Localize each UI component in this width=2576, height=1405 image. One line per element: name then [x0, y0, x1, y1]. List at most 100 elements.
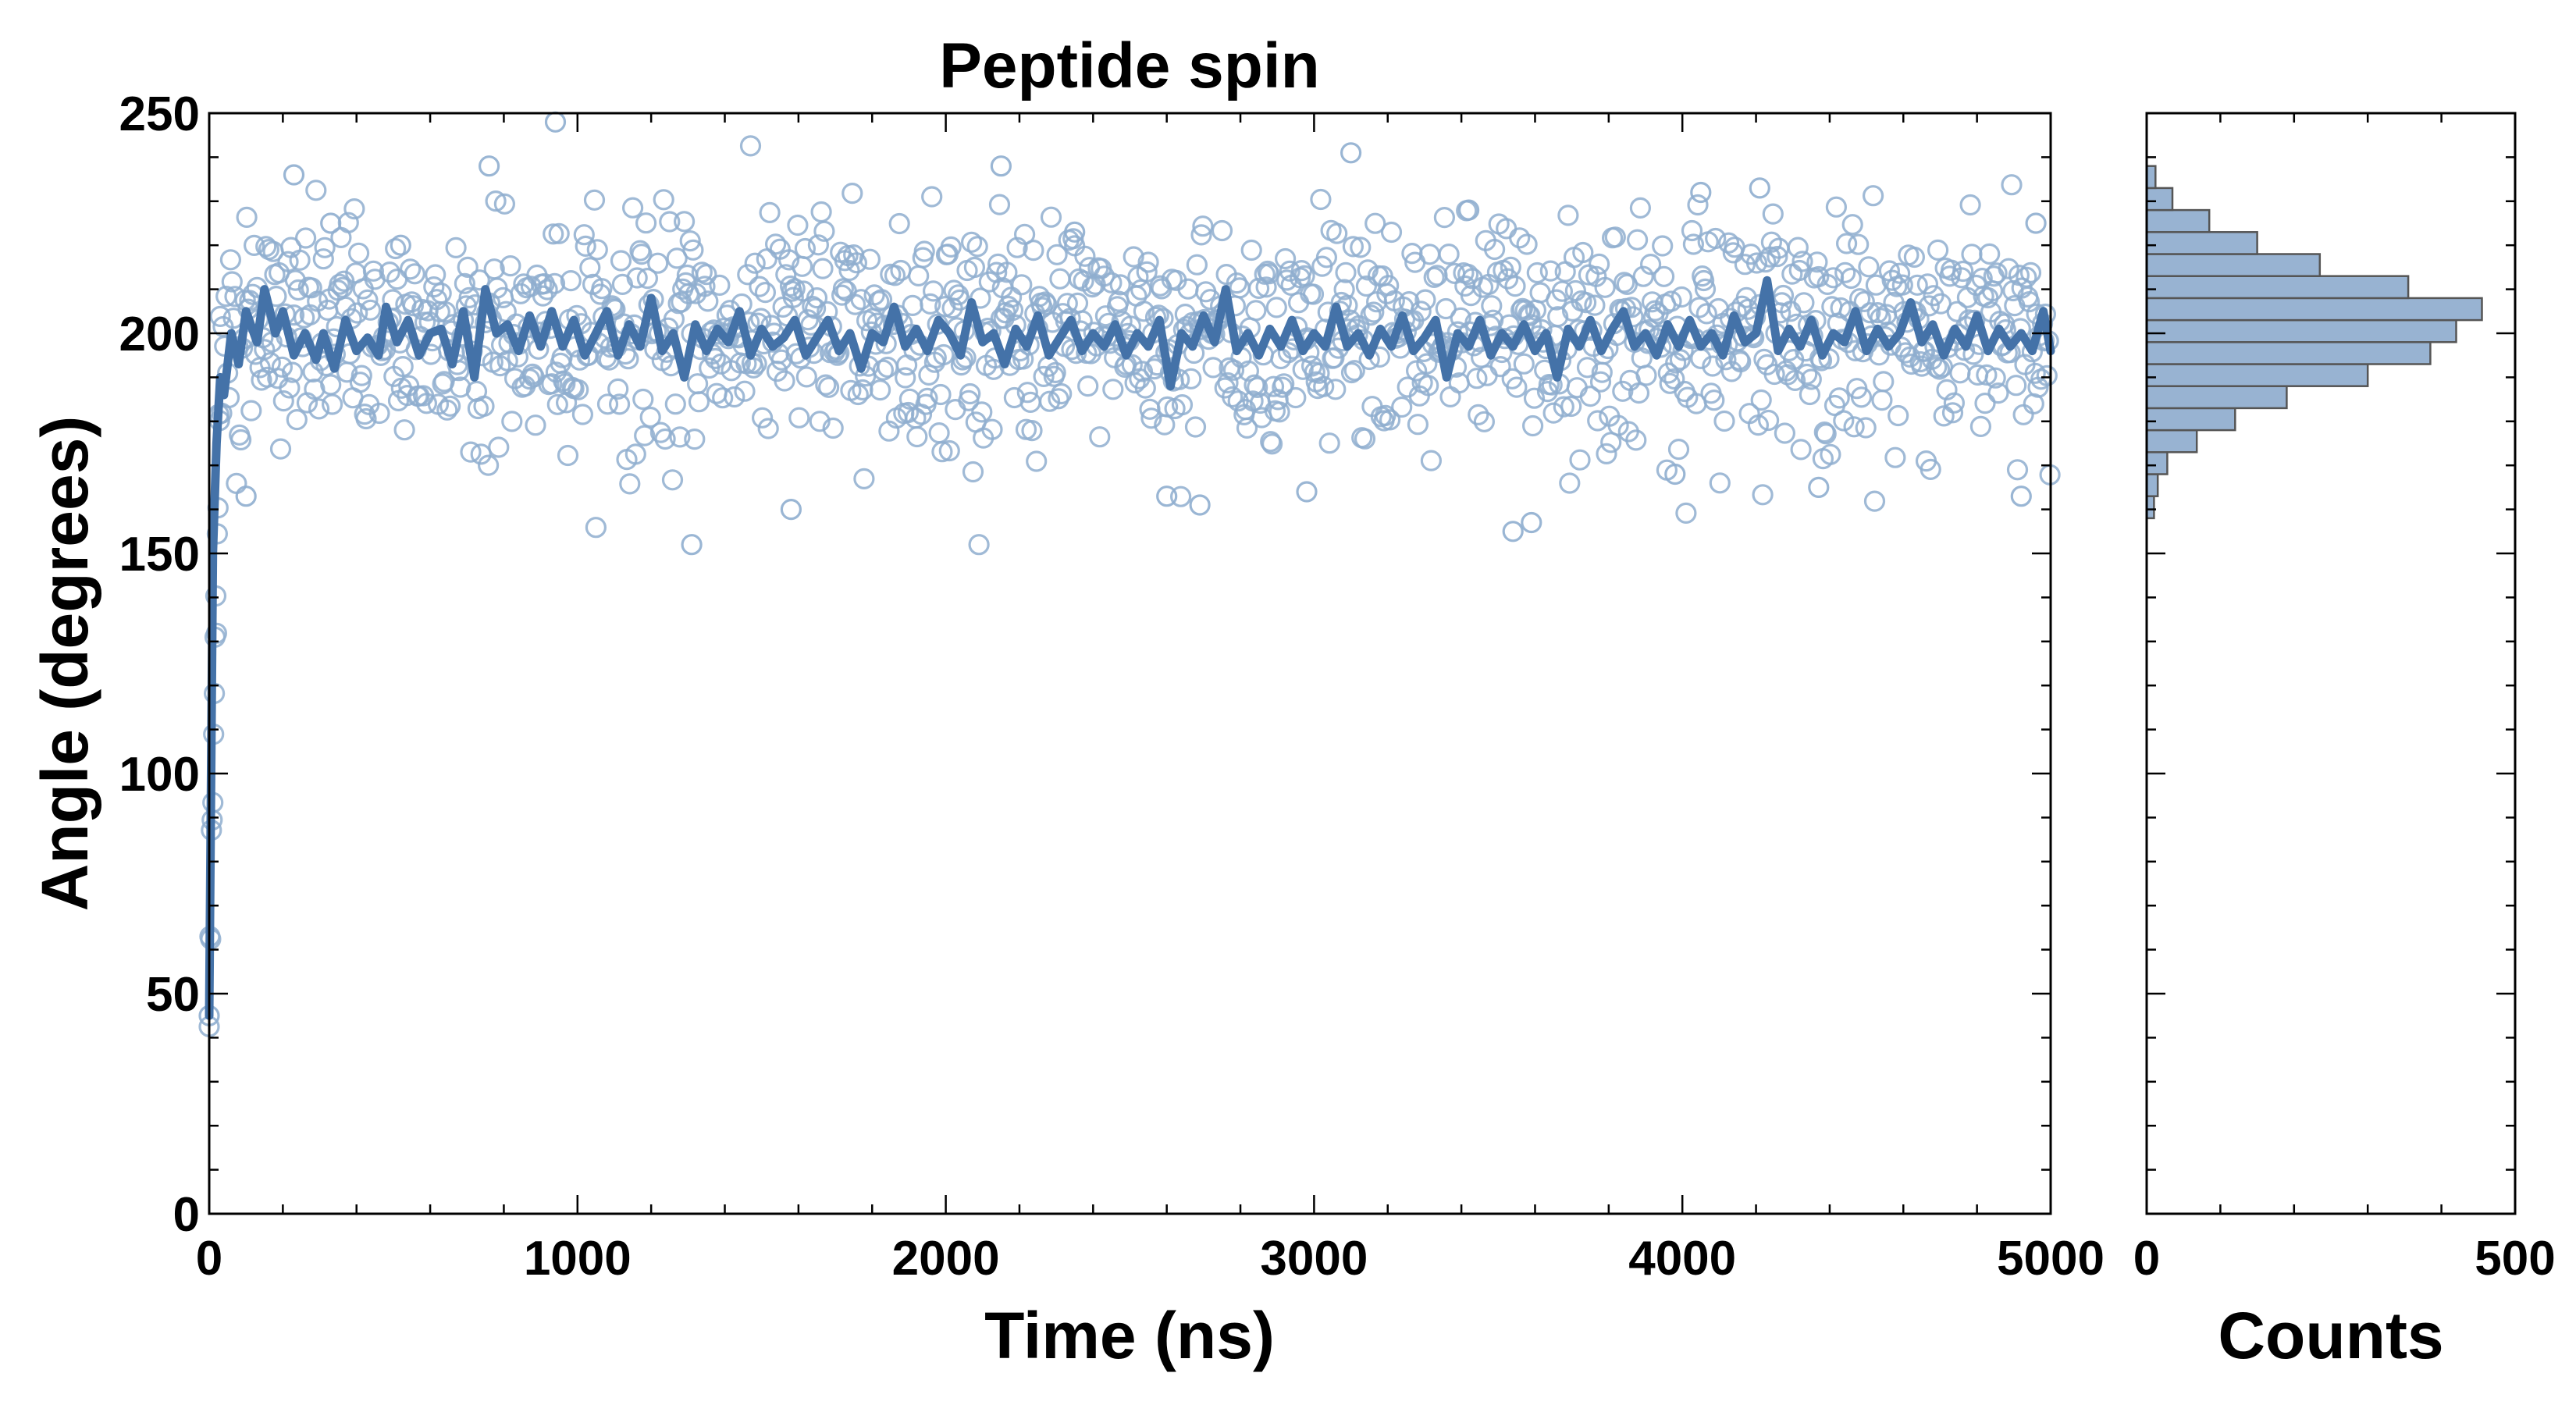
- scatter-point: [1747, 414, 1769, 436]
- scatter-point: [1682, 233, 1704, 255]
- scatter-point: [240, 400, 262, 422]
- scatter-point: [435, 301, 457, 323]
- scatter-point: [314, 237, 336, 258]
- scatter-point: [815, 374, 837, 396]
- histogram-bar: [2145, 407, 2236, 432]
- scatter-point: [807, 234, 830, 256]
- scatter-point: [1237, 360, 1260, 382]
- scatter-point: [277, 251, 299, 272]
- scatter-point: [1589, 253, 1610, 275]
- scatter-point: [1279, 260, 1300, 282]
- scatter-point: [2010, 486, 2032, 507]
- scatter-point: [1539, 260, 1561, 282]
- scatter-point: [230, 429, 252, 451]
- scatter-point: [933, 343, 955, 366]
- scatter-point: [1553, 396, 1574, 418]
- scatter-point: [1695, 303, 1717, 325]
- scatter-point: [1274, 247, 1297, 270]
- scatter-point: [1354, 428, 1376, 450]
- scatter-point: [850, 289, 872, 311]
- scatter-point: [548, 222, 570, 244]
- scatter-point: [1192, 215, 1214, 237]
- scatter-point: [810, 201, 832, 223]
- scatter-point: [607, 378, 629, 400]
- scatter-points: [198, 111, 2061, 1037]
- scatter-point: [1850, 386, 1873, 408]
- scatter-point: [1663, 368, 1685, 390]
- scatter-point: [1247, 277, 1270, 299]
- scatter-point: [1906, 274, 1928, 296]
- scatter-point: [1843, 416, 1865, 438]
- scatter-point: [1749, 177, 1770, 199]
- scatter-point: [543, 272, 566, 294]
- scatter-point: [348, 242, 370, 264]
- scatter-point: [501, 411, 523, 432]
- scatter-point: [1926, 356, 1948, 379]
- scatter-point: [500, 255, 521, 277]
- scatter-point: [918, 364, 940, 386]
- scatter-point: [1901, 353, 1923, 375]
- scatter-point: [320, 374, 342, 396]
- scatter-point: [1516, 233, 1538, 255]
- scatter-point: [1240, 239, 1262, 261]
- scatter-point: [1664, 463, 1686, 486]
- scatter-point: [544, 111, 567, 133]
- scatter-point: [279, 377, 301, 399]
- scatter-point: [1489, 356, 1511, 378]
- scatter-point: [1853, 290, 1875, 312]
- scatter-point: [959, 382, 981, 405]
- scatter-point: [1841, 214, 1863, 236]
- scatter-point: [1687, 194, 1709, 216]
- scatter-point: [282, 361, 304, 383]
- scatter-point: [1038, 390, 1061, 412]
- scatter-point: [983, 358, 1005, 380]
- scatter-point: [583, 189, 606, 211]
- scatter-point: [1604, 226, 1626, 248]
- scatter-point: [709, 274, 731, 296]
- scatter-point: [996, 261, 1018, 283]
- scatter-point: [1310, 188, 1332, 211]
- scatter-point: [1891, 274, 1913, 296]
- scatter-point: [1640, 254, 1662, 276]
- scatter-point: [1836, 233, 1858, 254]
- histogram-bar: [2145, 208, 2211, 233]
- scatter-point: [621, 197, 644, 219]
- histogram-bar: [2145, 165, 2157, 190]
- scatter-point: [1976, 364, 1998, 386]
- scatter-point: [1124, 372, 1146, 394]
- scatter-point: [669, 426, 691, 448]
- scatter-point: [1559, 472, 1581, 494]
- scatter-point: [1660, 290, 1682, 312]
- histogram-bars: [2145, 165, 2483, 520]
- scatter-point: [439, 395, 461, 417]
- scatter-point: [757, 418, 779, 439]
- scatter-point: [1261, 433, 1283, 455]
- scatter-point: [624, 443, 646, 465]
- scatter-point: [1315, 247, 1338, 269]
- scatter-point: [1483, 238, 1506, 261]
- scatter-point: [682, 239, 704, 261]
- scatter-point: [1184, 416, 1207, 438]
- scatter-point: [1705, 227, 1727, 250]
- scatter-point: [1016, 382, 1038, 404]
- scatter-point: [1391, 396, 1413, 418]
- scatter-point: [1325, 379, 1347, 400]
- scatter-point: [357, 289, 379, 311]
- scatter-point: [1928, 358, 1951, 380]
- scatter-point: [1093, 265, 1115, 287]
- scatter-point: [454, 272, 476, 294]
- scatter-point: [1969, 415, 1991, 438]
- scatter-point: [788, 407, 810, 429]
- scatter-point: [485, 190, 507, 212]
- y-tick-label: 250: [119, 87, 200, 141]
- scatter-point: [853, 468, 875, 490]
- scatter-point: [940, 236, 962, 258]
- scatter-point: [1858, 256, 1880, 278]
- scatter-point: [1693, 269, 1715, 292]
- scatter-point: [2005, 375, 2027, 397]
- scatter-point: [445, 237, 467, 258]
- scatter-point: [1302, 283, 1325, 305]
- histogram-bar: [2145, 253, 2322, 277]
- scatter-point: [235, 486, 257, 507]
- scatter-point: [1044, 361, 1066, 383]
